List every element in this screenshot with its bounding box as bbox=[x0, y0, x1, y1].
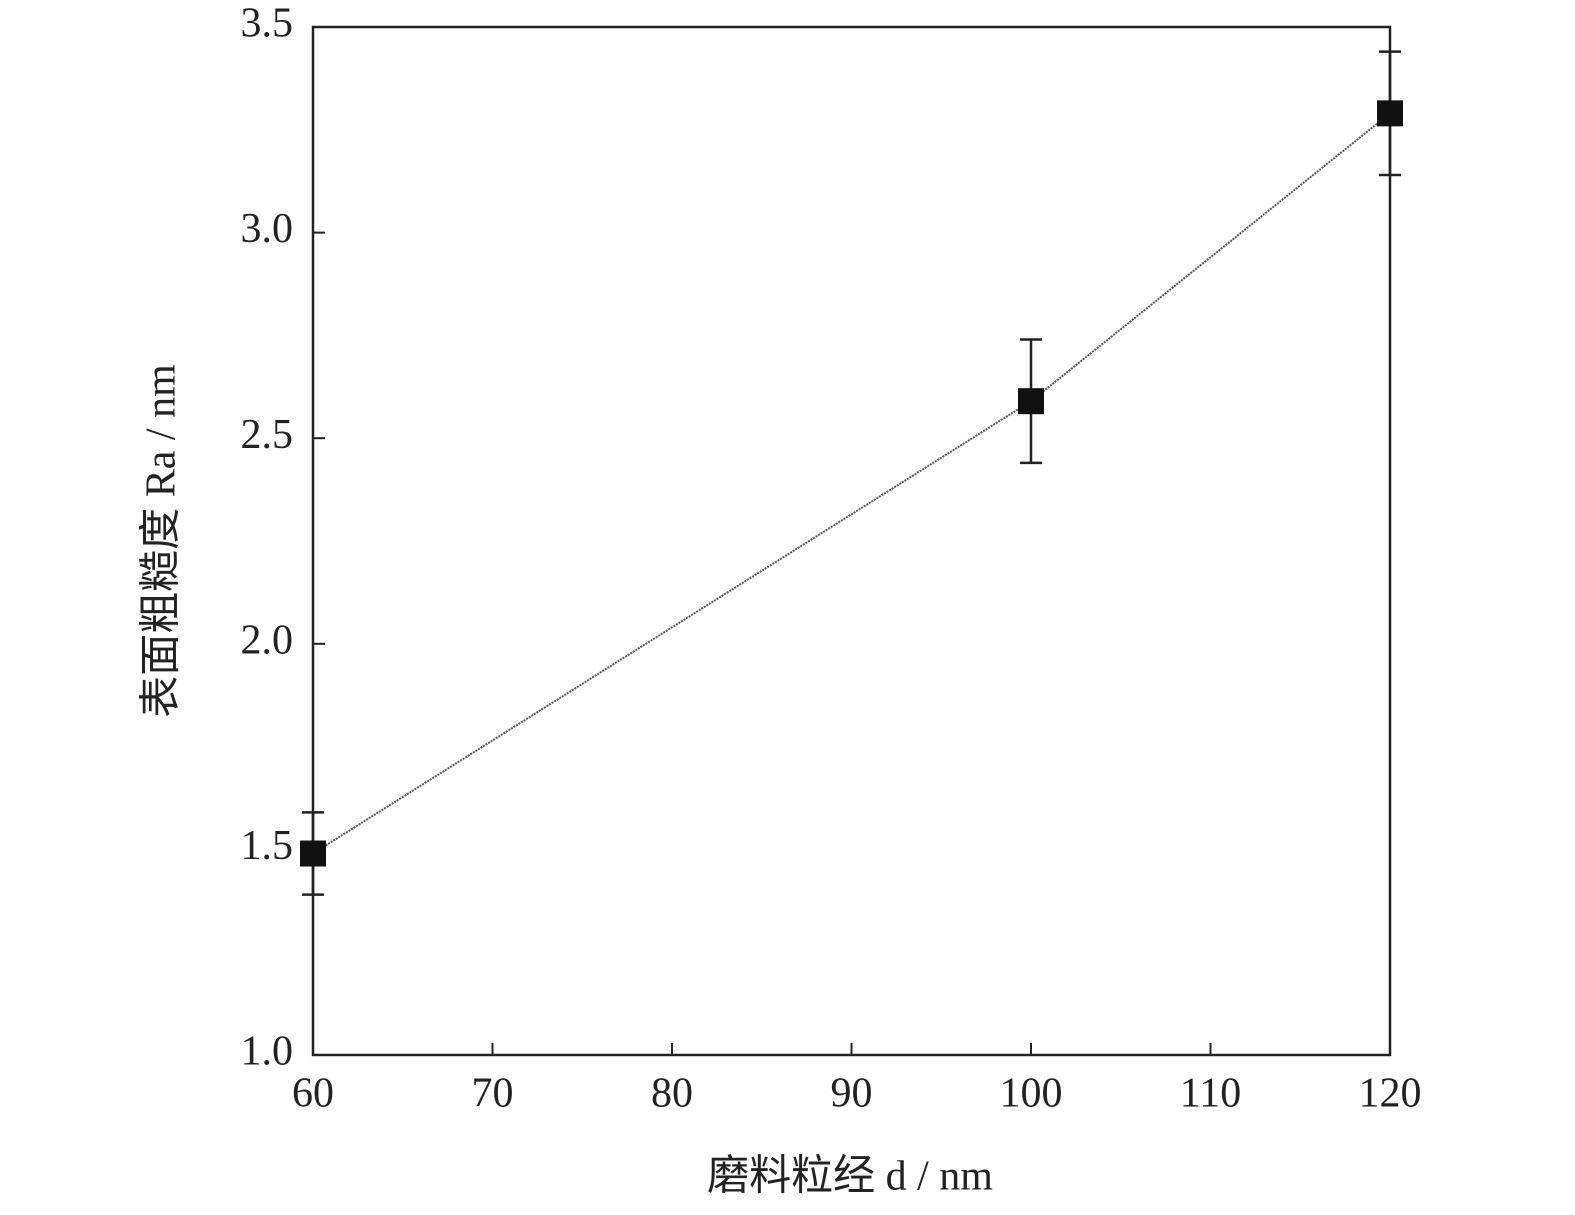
x-tick-label: 100 bbox=[1000, 1071, 1063, 1117]
y-tick-label: 1.5 bbox=[241, 823, 294, 869]
y-tick-label: 3.0 bbox=[241, 206, 294, 252]
x-axis-label: 磨料粒经 d / nm bbox=[707, 1154, 993, 1200]
x-tick-label: 120 bbox=[1359, 1071, 1422, 1117]
y-tick-label: 1.0 bbox=[241, 1029, 294, 1075]
data-line bbox=[312, 112, 1391, 855]
y-tick-label: 2.0 bbox=[241, 617, 294, 663]
x-tick-label: 70 bbox=[472, 1071, 514, 1117]
marker bbox=[1018, 388, 1044, 415]
plot-frame bbox=[311, 25, 1392, 1057]
x-tick-label: 80 bbox=[651, 1071, 693, 1117]
y-axis-label: 表面粗糙度 Ra / nm bbox=[139, 364, 185, 718]
x-tick-label: 90 bbox=[831, 1071, 873, 1117]
x-tick-label: 60 bbox=[292, 1071, 334, 1117]
marker bbox=[1377, 100, 1403, 127]
x-tick-label: 110 bbox=[1180, 1071, 1241, 1117]
y-tick-label: 2.5 bbox=[241, 412, 294, 458]
marker bbox=[300, 840, 326, 867]
y-tick-label: 3.5 bbox=[241, 1, 294, 47]
